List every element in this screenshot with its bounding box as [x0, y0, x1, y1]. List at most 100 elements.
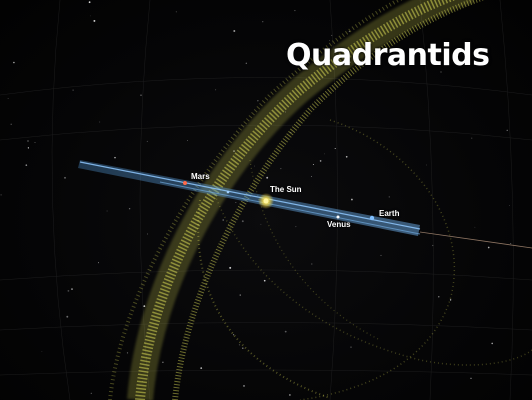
meteor-stream: [108, 0, 532, 400]
star: [200, 367, 203, 369]
star: [449, 299, 452, 301]
star: [114, 156, 116, 159]
star: [93, 19, 96, 22]
star: [280, 168, 282, 170]
star: [263, 279, 266, 282]
star: [348, 30, 351, 33]
sun-marker[interactable]: [263, 198, 269, 204]
star: [487, 246, 490, 249]
star: [90, 392, 92, 394]
star: [34, 142, 36, 144]
star: [438, 296, 440, 298]
star: [72, 89, 74, 91]
star: [260, 223, 262, 225]
star: [233, 30, 236, 32]
star: [319, 160, 322, 162]
star: [175, 11, 177, 13]
star: [491, 342, 494, 345]
star: [284, 330, 287, 333]
star: [289, 394, 291, 396]
venus-label: Venus: [327, 220, 351, 229]
star: [27, 140, 29, 142]
star: [380, 254, 382, 256]
star: [126, 352, 129, 354]
star: [99, 121, 101, 123]
ecliptic-plane: [78, 160, 532, 249]
star: [315, 57, 318, 59]
sun-label: The Sun: [270, 185, 302, 194]
star: [215, 89, 217, 91]
star: [290, 132, 292, 133]
star: [243, 384, 245, 387]
star: [350, 198, 353, 201]
star: [7, 98, 9, 99]
star: [10, 123, 12, 126]
star: [419, 54, 421, 56]
star: [331, 34, 333, 36]
star: [471, 137, 473, 139]
star: [106, 210, 108, 212]
star: [66, 315, 69, 318]
star: [222, 219, 224, 221]
star: [295, 226, 297, 228]
star: [147, 233, 148, 235]
star: [229, 266, 232, 269]
star: [509, 205, 510, 207]
star: [356, 63, 358, 65]
mars-label: Mars: [191, 172, 210, 181]
star-field: [0, 1, 512, 396]
earth-label: Earth: [379, 209, 400, 218]
star: [245, 62, 247, 64]
star: [162, 361, 164, 364]
shower-title: Quadrantids: [286, 38, 490, 73]
star: [235, 202, 237, 203]
star: [311, 176, 312, 177]
star: [294, 10, 296, 12]
star: [232, 334, 235, 336]
star: [426, 164, 427, 166]
star: [146, 140, 148, 142]
star: [262, 21, 264, 23]
star: [238, 344, 241, 346]
star: [64, 176, 66, 179]
star: [128, 208, 131, 210]
star: [13, 61, 15, 64]
star: [311, 263, 313, 265]
mars-marker[interactable]: [183, 181, 187, 185]
star: [41, 351, 43, 353]
star: [187, 139, 188, 141]
earth-marker[interactable]: [369, 215, 375, 221]
star: [67, 290, 70, 292]
star: [27, 147, 30, 149]
star: [329, 40, 330, 41]
star: [510, 242, 512, 245]
star: [345, 155, 348, 158]
star: [241, 220, 244, 223]
star: [470, 377, 472, 379]
star: [506, 129, 508, 131]
star: [432, 244, 434, 247]
star: [88, 1, 91, 4]
star: [474, 226, 476, 228]
star: [388, 196, 390, 198]
star: [350, 346, 352, 348]
star: [140, 94, 142, 97]
star: [143, 305, 146, 307]
star: [312, 164, 314, 165]
star: [98, 262, 99, 264]
venus-marker[interactable]: [336, 215, 340, 219]
star: [257, 100, 259, 102]
star: [324, 153, 325, 155]
small-body-marker: [226, 190, 230, 194]
star: [266, 176, 269, 179]
star: [71, 288, 73, 290]
star: [239, 294, 241, 296]
star: [254, 165, 255, 167]
star: [334, 147, 336, 150]
star: [90, 15, 91, 17]
star: [0, 194, 2, 196]
star: [242, 347, 244, 349]
